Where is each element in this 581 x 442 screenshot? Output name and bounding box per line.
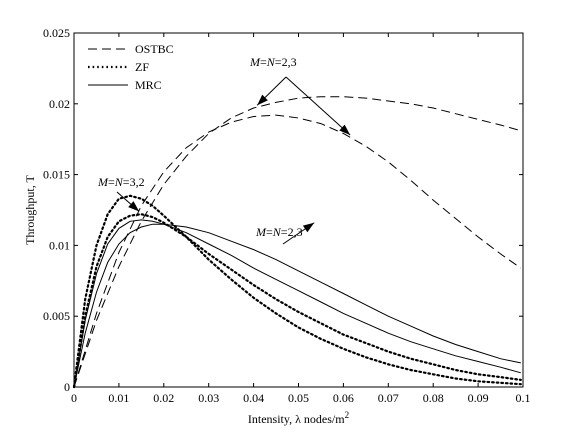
legend: OSTBC ZF MRC bbox=[88, 42, 174, 92]
x-tick-label: 0 bbox=[71, 391, 77, 405]
series-line-4-dotted bbox=[72, 213, 522, 389]
y-axis-label: Throughput, T bbox=[23, 174, 37, 244]
x-axis-label-main: Intensity, λ nodes/m bbox=[248, 412, 345, 426]
annotation-label: M=N=3,2 bbox=[97, 175, 145, 189]
series-line-2-dashed bbox=[73, 114, 522, 388]
y-tick-label: 0.005 bbox=[43, 309, 70, 323]
annotation-arrowhead bbox=[257, 94, 268, 106]
annotation-label: M=N=2,3 bbox=[255, 225, 303, 239]
x-tick-label: 0.04 bbox=[243, 391, 264, 405]
y-tick-label: 0.015 bbox=[43, 168, 70, 182]
tick-group: 0 0.01 0.02 0.03 0.04 0.05 0.06 0.07 0.08 0.09 0.1… bbox=[43, 26, 531, 405]
y-tick-label: 0 bbox=[64, 380, 70, 394]
series-line-6-solid bbox=[73, 223, 521, 388]
annotation-arrowhead bbox=[339, 124, 351, 135]
series-group bbox=[72, 96, 522, 389]
annotation-arrowhead bbox=[128, 201, 140, 212]
annotation-arrowhead bbox=[302, 222, 315, 233]
series-line-1-dashed bbox=[73, 96, 521, 388]
x-tick-label: 0.01 bbox=[108, 391, 129, 405]
series-line-3-dotted bbox=[72, 194, 522, 389]
x-tick-label: 0.07 bbox=[378, 391, 399, 405]
legend-label: OSTBC bbox=[135, 42, 174, 56]
y-tick-label: 0.025 bbox=[43, 26, 70, 40]
annotation-label: M=N=2,3 bbox=[249, 55, 297, 69]
x-tick-label: 0.02 bbox=[153, 391, 174, 405]
x-tick-label: 0.05 bbox=[288, 391, 309, 405]
series-line-5-solid bbox=[73, 219, 521, 388]
x-axis-label: Intensity, λ nodes/m2 bbox=[248, 410, 349, 426]
x-axis-label-sup: 2 bbox=[345, 410, 350, 420]
x-tick-label: 0.09 bbox=[468, 391, 489, 405]
legend-label: ZF bbox=[135, 60, 149, 74]
annotation-group: M=N=2,3 M=N=3,2 M=N=2,3 bbox=[97, 55, 351, 245]
y-tick-label: 0.01 bbox=[49, 238, 70, 252]
y-tick-label: 0.02 bbox=[49, 97, 70, 111]
legend-label: MRC bbox=[135, 78, 162, 92]
x-tick-label: 0.08 bbox=[423, 391, 444, 405]
x-tick-label: 0.06 bbox=[333, 391, 354, 405]
x-tick-label: 0.03 bbox=[198, 391, 219, 405]
x-tick-label: 0.1 bbox=[516, 391, 531, 405]
annotation-arrow-line bbox=[285, 76, 351, 136]
